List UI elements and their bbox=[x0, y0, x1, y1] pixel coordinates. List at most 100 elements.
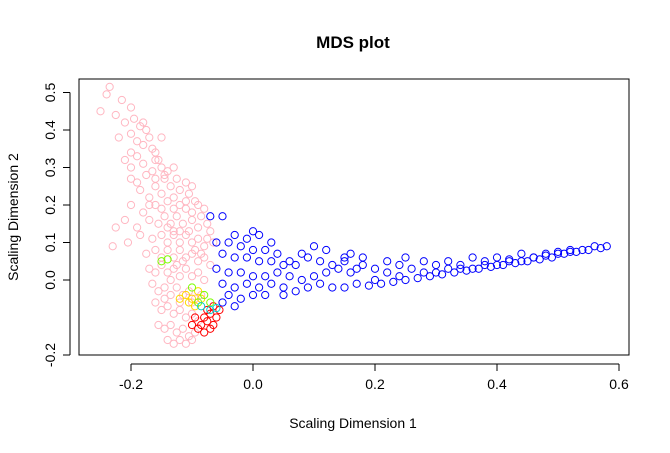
data-point bbox=[255, 230, 264, 240]
data-point bbox=[224, 238, 233, 247]
data-point bbox=[203, 219, 212, 228]
data-point bbox=[148, 279, 157, 288]
data-point bbox=[590, 242, 599, 251]
data-point bbox=[438, 270, 447, 279]
data-point bbox=[395, 260, 404, 270]
data-point bbox=[480, 260, 489, 270]
data-point bbox=[126, 174, 136, 183]
data-point bbox=[206, 305, 215, 315]
data-point bbox=[187, 182, 197, 191]
data-point bbox=[166, 290, 175, 300]
data-point bbox=[358, 253, 367, 262]
data-point bbox=[340, 253, 349, 262]
data-point bbox=[142, 170, 151, 180]
data-point bbox=[200, 275, 209, 285]
scatter-points bbox=[96, 82, 611, 348]
y-tick-label: 0.5 bbox=[42, 83, 58, 103]
data-point bbox=[163, 255, 172, 264]
data-point bbox=[157, 204, 166, 213]
data-point bbox=[163, 302, 172, 311]
data-point bbox=[145, 193, 154, 202]
data-point bbox=[194, 257, 203, 266]
data-point bbox=[401, 253, 410, 262]
data-point bbox=[255, 283, 264, 292]
data-point bbox=[142, 125, 151, 135]
data-point bbox=[133, 137, 142, 146]
data-point bbox=[163, 223, 172, 232]
data-point bbox=[181, 339, 190, 348]
data-point bbox=[157, 163, 166, 172]
data-point bbox=[200, 290, 209, 300]
data-point bbox=[169, 163, 178, 172]
data-point bbox=[151, 268, 160, 277]
data-point bbox=[236, 294, 245, 303]
data-point bbox=[126, 103, 136, 112]
data-point bbox=[517, 257, 526, 266]
data-point bbox=[114, 133, 123, 142]
data-point bbox=[328, 260, 337, 270]
chart-title: MDS plot bbox=[316, 33, 390, 52]
data-point bbox=[175, 185, 184, 195]
y-tick-label: 0.1 bbox=[42, 233, 58, 253]
data-point bbox=[261, 245, 270, 255]
data-point bbox=[169, 204, 178, 213]
data-point bbox=[172, 212, 181, 221]
data-point bbox=[151, 174, 160, 183]
data-point bbox=[218, 249, 227, 258]
data-point bbox=[157, 189, 166, 198]
data-point bbox=[105, 82, 114, 91]
data-point bbox=[194, 287, 203, 296]
data-point bbox=[175, 227, 184, 236]
data-point bbox=[322, 245, 331, 255]
data-point bbox=[187, 272, 197, 281]
y-tick-label: 0.4 bbox=[42, 120, 58, 140]
data-point bbox=[184, 298, 194, 307]
data-point bbox=[169, 339, 178, 348]
data-point bbox=[120, 215, 130, 225]
data-point bbox=[169, 253, 178, 262]
data-point bbox=[370, 264, 380, 273]
data-point bbox=[273, 268, 282, 277]
data-point bbox=[364, 281, 373, 290]
data-point bbox=[468, 264, 477, 273]
data-point bbox=[279, 260, 288, 270]
data-point bbox=[242, 279, 251, 288]
data-point bbox=[172, 260, 181, 270]
data-point bbox=[120, 118, 130, 127]
data-point bbox=[151, 298, 160, 307]
data-point bbox=[175, 200, 184, 210]
data-point bbox=[261, 290, 270, 300]
data-point bbox=[499, 260, 508, 270]
data-point bbox=[197, 302, 206, 311]
data-point bbox=[148, 234, 157, 243]
data-point bbox=[126, 200, 136, 210]
data-point bbox=[157, 260, 166, 270]
data-point bbox=[96, 107, 105, 116]
data-point bbox=[151, 155, 160, 165]
data-point bbox=[309, 242, 319, 251]
x-tick-label: -0.2 bbox=[119, 376, 143, 392]
data-point bbox=[346, 268, 355, 277]
data-point bbox=[169, 193, 178, 202]
data-point bbox=[175, 238, 184, 247]
data-point bbox=[267, 257, 276, 266]
data-point bbox=[328, 283, 337, 292]
y-tick-label: 0.3 bbox=[42, 158, 58, 178]
data-point bbox=[187, 238, 197, 247]
data-point bbox=[172, 328, 181, 337]
data-point bbox=[175, 245, 184, 255]
data-point bbox=[163, 238, 172, 247]
data-point bbox=[230, 283, 239, 292]
data-point bbox=[230, 230, 239, 240]
data-point bbox=[383, 268, 392, 277]
data-point bbox=[431, 260, 441, 270]
data-point bbox=[505, 255, 514, 264]
data-point bbox=[160, 283, 169, 292]
data-point bbox=[160, 174, 169, 183]
data-point bbox=[309, 272, 319, 281]
data-point bbox=[187, 335, 197, 345]
data-point bbox=[224, 268, 233, 277]
data-point bbox=[596, 244, 605, 253]
data-point bbox=[157, 257, 166, 266]
